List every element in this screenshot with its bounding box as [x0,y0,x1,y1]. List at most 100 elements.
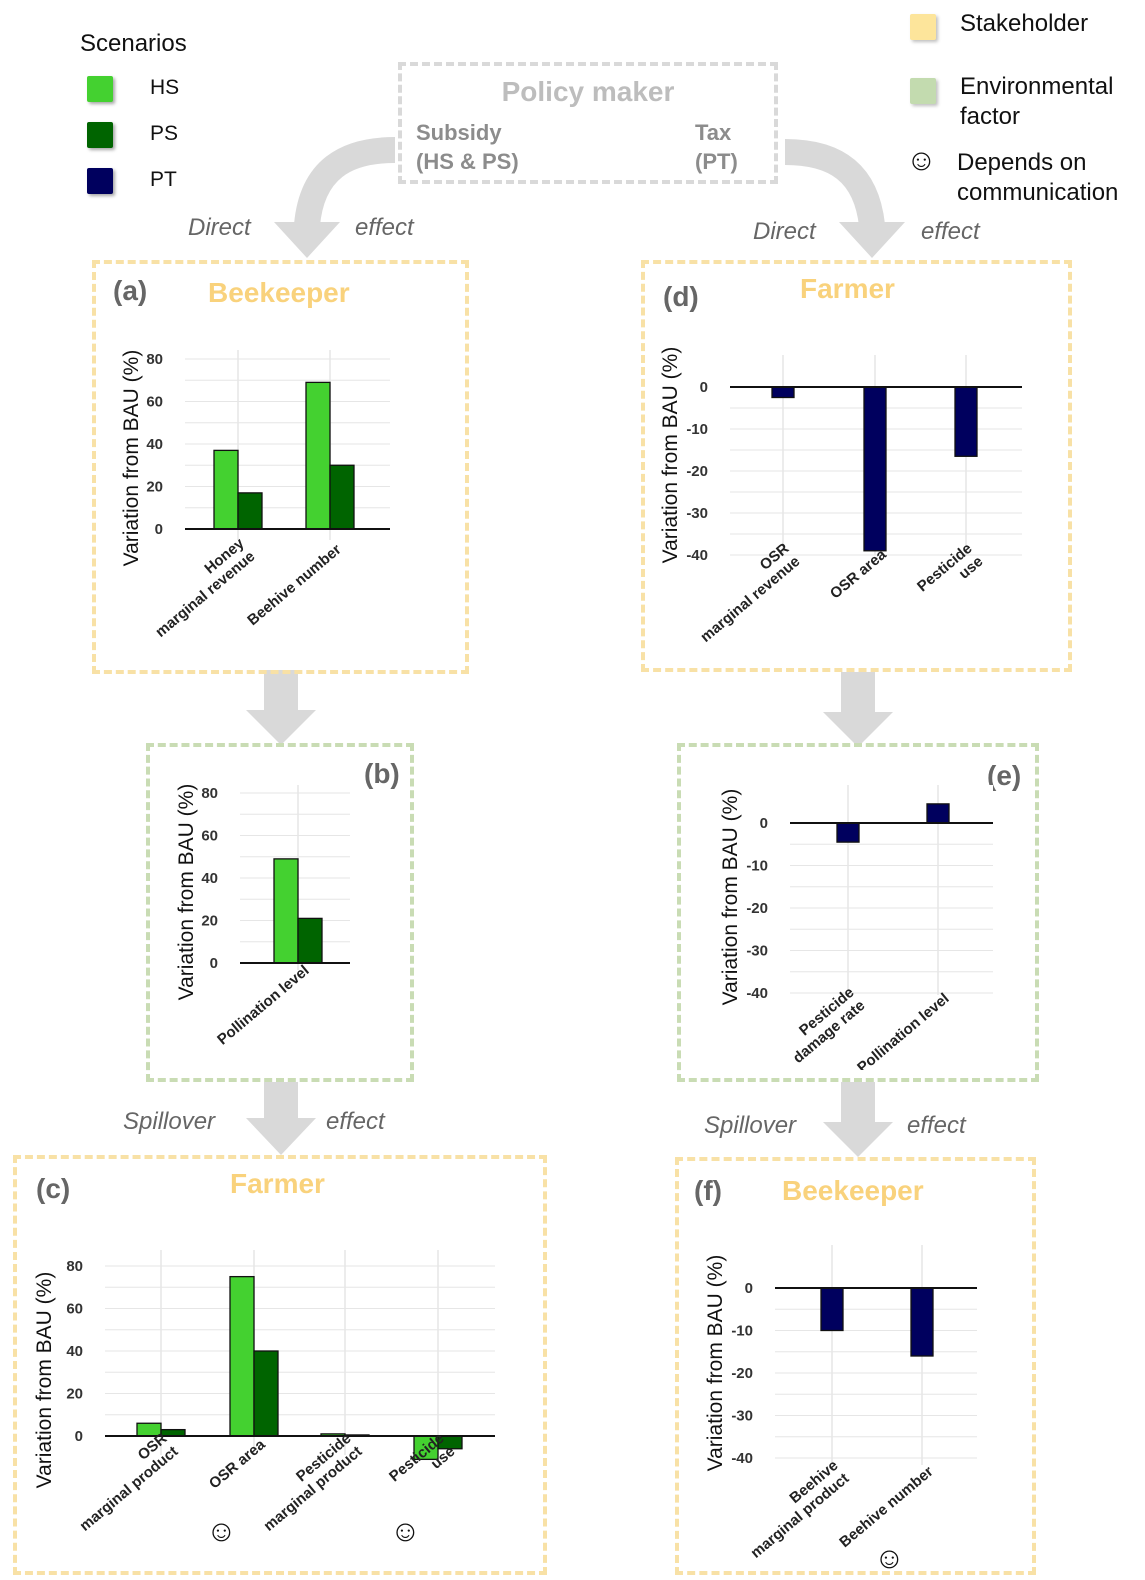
tax-scenarios: (PT) [695,149,738,174]
y-tick-label: 20 [66,1386,83,1403]
environmental-label-line2: factor [960,103,1021,130]
smiley-icon: ☺ [206,1515,237,1548]
legend-label-ps: PS [150,122,179,145]
y-tick-label: 40 [66,1343,83,1360]
smiley-icon: ☺ [390,1515,421,1548]
effect-label-right: effect [921,218,980,245]
y-tick-label: 0 [75,1428,83,1445]
stakeholder-swatch [910,14,936,40]
category-label-line: Pollination level [214,962,312,1048]
down-arrow-e-f-shaft [841,1082,875,1124]
bar-pt-1 [863,386,887,552]
bar-ps-0 [297,917,323,964]
panel-b-letter: (b) [364,758,400,789]
category-label-line: Beehive number [244,541,344,629]
spillover-label-right: Spillover [704,1112,797,1139]
y-axis-label: Variation from BAU (%) [719,789,742,1006]
panel-d-frame [641,260,1072,672]
category-label: Beehive number [836,1463,936,1551]
plot-area [775,1245,977,1465]
y-tick-label: 0 [745,1280,753,1297]
y-axis-label: Variation from BAU (%) [175,784,198,1001]
down-arrow-b-c-head [246,1118,316,1155]
y-tick-label: 20 [201,913,218,930]
bar-pt-0 [820,1287,844,1332]
category-label: Beehive number [244,541,344,629]
y-tick-label: -40 [731,1450,753,1467]
legend-label-pt: PT [150,168,177,191]
legend-swatch-hs [87,76,113,102]
bar-ps-1 [329,464,355,530]
y-tick-label: -40 [686,547,708,564]
spillover-effect-label-right: effect [907,1112,966,1139]
y-tick-label: -30 [746,943,768,960]
bar-pt-0 [836,822,860,843]
y-tick-label: 80 [201,785,218,802]
panel-d-letter: (d) [663,281,699,312]
curved-arrow-right-head [839,222,905,258]
tax-label: Tax [695,120,732,145]
y-tick-label: 80 [146,351,163,368]
y-tick-label: -40 [746,985,768,1002]
y-tick-label: -10 [731,1323,753,1340]
y-axis-label: Variation from BAU (%) [33,1272,56,1489]
y-tick-label: 0 [155,521,163,538]
bar-hs-0 [273,858,299,964]
y-tick-label: -20 [686,463,708,480]
y-tick-label: -30 [731,1408,753,1425]
down-arrow-e-f-head [823,1122,893,1157]
bar-ps-1 [253,1350,279,1437]
y-tick-label: -30 [686,505,708,522]
y-tick-label: 60 [201,828,218,845]
y-tick-label: -10 [686,421,708,438]
bar-hs-1 [305,381,331,530]
y-tick-label: 0 [760,815,768,832]
down-arrow-a-b-head [246,710,316,745]
down-arrow-d-e-shaft [841,672,875,714]
curved-arrow-left-shaft [294,137,396,227]
environmental-factor-swatch [910,78,936,104]
plot-area [105,1250,495,1455]
panel-a-letter: (a) [113,275,148,306]
y-tick-label: 20 [146,479,163,496]
panel-c-letter: (c) [36,1173,71,1204]
y-axis-label: Variation from BAU (%) [704,1255,727,1472]
legend-swatch-pt [87,168,113,194]
legend-label-hs: HS [150,76,180,99]
category-label-line: marginal product [77,1443,182,1535]
policy-maker-box [398,62,778,184]
y-tick-label: 0 [700,379,708,396]
environmental-label-line1: Environmental [960,73,1114,100]
panel-a-title: Beekeeper [208,277,350,308]
category-label: Pollination level [214,962,312,1048]
y-axis-label: Variation from BAU (%) [659,347,682,564]
y-tick-label: 40 [201,870,218,887]
y-tick-label: -20 [746,900,768,917]
direct-label-left: Direct [188,214,251,241]
effect-label-left: effect [355,214,414,241]
subsidy-label: Subsidy [416,120,502,145]
category-label: Pollination level [854,990,952,1070]
y-tick-label: 80 [66,1258,83,1275]
panel-a-frame [92,260,469,674]
y-tick-label: 60 [66,1301,83,1318]
spillover-effect-label-left: effect [326,1108,385,1135]
category-label-line: Pollination level [854,990,952,1070]
communication-label-line2: communication [957,179,1119,206]
down-arrow-a-b-shaft [264,670,298,712]
bar-hs-1 [229,1275,255,1437]
down-arrow-b-c-shaft [264,1082,298,1120]
spillover-label-left: Spillover [123,1108,216,1135]
bar-ps-0 [237,492,263,530]
panel-f-letter: (f) [694,1175,722,1206]
category-label-line: Beehive number [836,1463,936,1551]
legend-swatch-ps [87,122,113,148]
